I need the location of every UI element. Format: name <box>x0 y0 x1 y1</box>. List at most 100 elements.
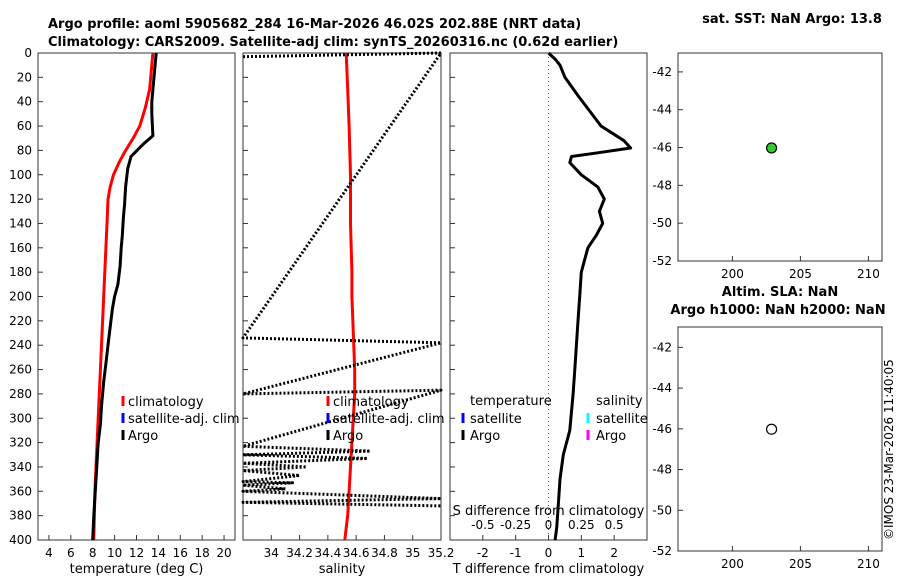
y-tick-label: 80 <box>17 143 32 157</box>
y-tick-label: 260 <box>9 363 32 377</box>
legend-entry: satellite <box>596 412 648 427</box>
s-tick-label: -0.5 <box>471 518 494 532</box>
argo-profile-line <box>91 52 158 541</box>
sla-title: Altim. SLA: NaN <box>722 285 838 300</box>
y-tick-label: 160 <box>9 241 32 255</box>
header-line2: Climatology: CARS2009. Satellite-adj cli… <box>48 35 618 50</box>
x-tick-label: 6 <box>67 546 75 560</box>
legend-title-temperature: temperature <box>470 394 552 409</box>
y-tick-label: 220 <box>9 314 32 328</box>
x-tick-label: 210 <box>857 267 880 281</box>
y-tick-label: -50 <box>652 216 672 230</box>
legend-title-salinity: salinity <box>596 394 643 409</box>
x-tick-label: 1 <box>578 546 586 560</box>
y-tick-label: -42 <box>652 340 672 354</box>
y-tick-label: -44 <box>652 103 672 117</box>
x-axis-label: temperature (deg C) <box>70 562 204 577</box>
y-tick-label: -48 <box>652 178 672 192</box>
y-tick-label: 380 <box>9 509 32 523</box>
legend-entry: satellite-adj. clim <box>128 412 240 427</box>
x-tick-label: 35 <box>405 546 420 560</box>
x-tick-label: 205 <box>789 557 812 571</box>
salinity-panel: 34 34.2 34.4 34.6 34.8 35 35.2 salinity climatol… <box>241 51 455 577</box>
x-tick-label: 34 <box>264 546 279 560</box>
y-tick-label: 140 <box>9 216 32 230</box>
y-tick-label: 240 <box>9 338 32 352</box>
x-tick-label: 16 <box>173 546 188 560</box>
x-tick-label: 10 <box>107 546 122 560</box>
y-tick-label: -52 <box>652 544 672 558</box>
y-tick-label: 300 <box>9 411 32 425</box>
y-tick-label: 120 <box>9 192 32 206</box>
x-tick-label: 35.2 <box>428 546 455 560</box>
sst-title: sat. SST: NaN Argo: 13.8 <box>702 12 882 27</box>
x-tick-label: 34.4 <box>314 546 341 560</box>
plot-frame <box>449 52 648 541</box>
x-tick-label: 34.2 <box>286 546 313 560</box>
sla-title2: Argo h1000: NaN h2000: NaN <box>670 303 885 318</box>
x-tick-label: 12 <box>129 546 144 560</box>
legend-entry: Argo <box>128 429 158 444</box>
x-tick-label: 4 <box>45 546 53 560</box>
y-tick-label: 40 <box>17 95 32 109</box>
y-tick-label: 20 <box>17 70 32 84</box>
x-tick-label: 34.6 <box>343 546 370 560</box>
y-tick-label: -46 <box>652 141 672 155</box>
y-tick-label: 60 <box>17 119 32 133</box>
s-tick-label: -0.25 <box>500 518 531 532</box>
s-tick-label: 0 <box>545 518 553 532</box>
x-tick-label: 2 <box>610 546 618 560</box>
x-tick-label: 34.8 <box>371 546 398 560</box>
s-tick-label: 0.25 <box>568 518 595 532</box>
temperature-panel: 4 6 8 10 12 14 16 18 20 temperature (deg C) 0 20 40 6… <box>9 46 240 577</box>
x-tick-label: 18 <box>195 546 210 560</box>
y-tick-label: -42 <box>652 65 672 79</box>
imos-stamp: ©IMOS 23-Mar-2026 11:40:05 <box>882 359 896 540</box>
y-tick-label: -46 <box>652 422 672 436</box>
x-tick-label: 200 <box>721 557 744 571</box>
argo-profile-line <box>241 51 443 508</box>
x-tick-label: 14 <box>151 546 166 560</box>
x-tick-label: 205 <box>789 267 812 281</box>
x-tick-label: 20 <box>216 546 231 560</box>
y-tick-label: -50 <box>652 503 672 517</box>
y-tick-label: -48 <box>652 463 672 477</box>
y-tick-label: 360 <box>9 484 32 498</box>
map-frame <box>677 326 883 552</box>
legend-entry: climatology <box>128 395 204 410</box>
float-position-marker <box>765 423 778 435</box>
climatology-profile-line <box>343 52 357 541</box>
climatology-profile-line <box>92 52 155 541</box>
legend-entry: Argo <box>470 429 500 444</box>
plot-frame <box>37 52 236 541</box>
sst-map-panel: 200 205 210 -42 -44 -46 -48 -50 -52 <box>652 52 883 281</box>
x-axis-label: T difference from climatology <box>452 562 645 577</box>
header-line1: Argo profile: aoml 5905682_284 16-Mar-20… <box>48 17 581 32</box>
legend-entry: Argo <box>333 429 363 444</box>
map-frame <box>677 52 883 262</box>
argo-profile-line <box>547 51 633 541</box>
sla-map-panel: 200 205 210 -42 -44 -46 -48 -50 -52 <box>652 326 883 571</box>
y-tick-label: 180 <box>9 265 32 279</box>
difference-panel: -2 -1 0 1 2 T difference from climatology -0.5… <box>449 51 648 577</box>
s-axis-label: S difference from climatology <box>453 504 645 519</box>
x-tick-label: 200 <box>721 267 744 281</box>
legend-entry: Argo <box>596 429 626 444</box>
x-tick-label: 0 <box>545 546 553 560</box>
y-tick-label: 340 <box>9 460 32 474</box>
y-tick-label: 200 <box>9 290 32 304</box>
plot-frame <box>242 52 442 541</box>
s-tick-label: 0.5 <box>605 518 624 532</box>
legend-entry: satellite <box>470 412 522 427</box>
y-tick-label: -52 <box>652 254 672 268</box>
y-tick-label: 280 <box>9 387 32 401</box>
x-tick-label: -2 <box>477 546 489 560</box>
legend-entry: climatology <box>333 395 409 410</box>
float-position-marker <box>765 142 778 154</box>
y-tick-label: 400 <box>9 533 32 547</box>
legend-entry: satellite-adj. clim <box>333 412 445 427</box>
x-tick-label: 8 <box>89 546 97 560</box>
x-tick-label: -1 <box>510 546 522 560</box>
y-tick-label: 320 <box>9 436 32 450</box>
